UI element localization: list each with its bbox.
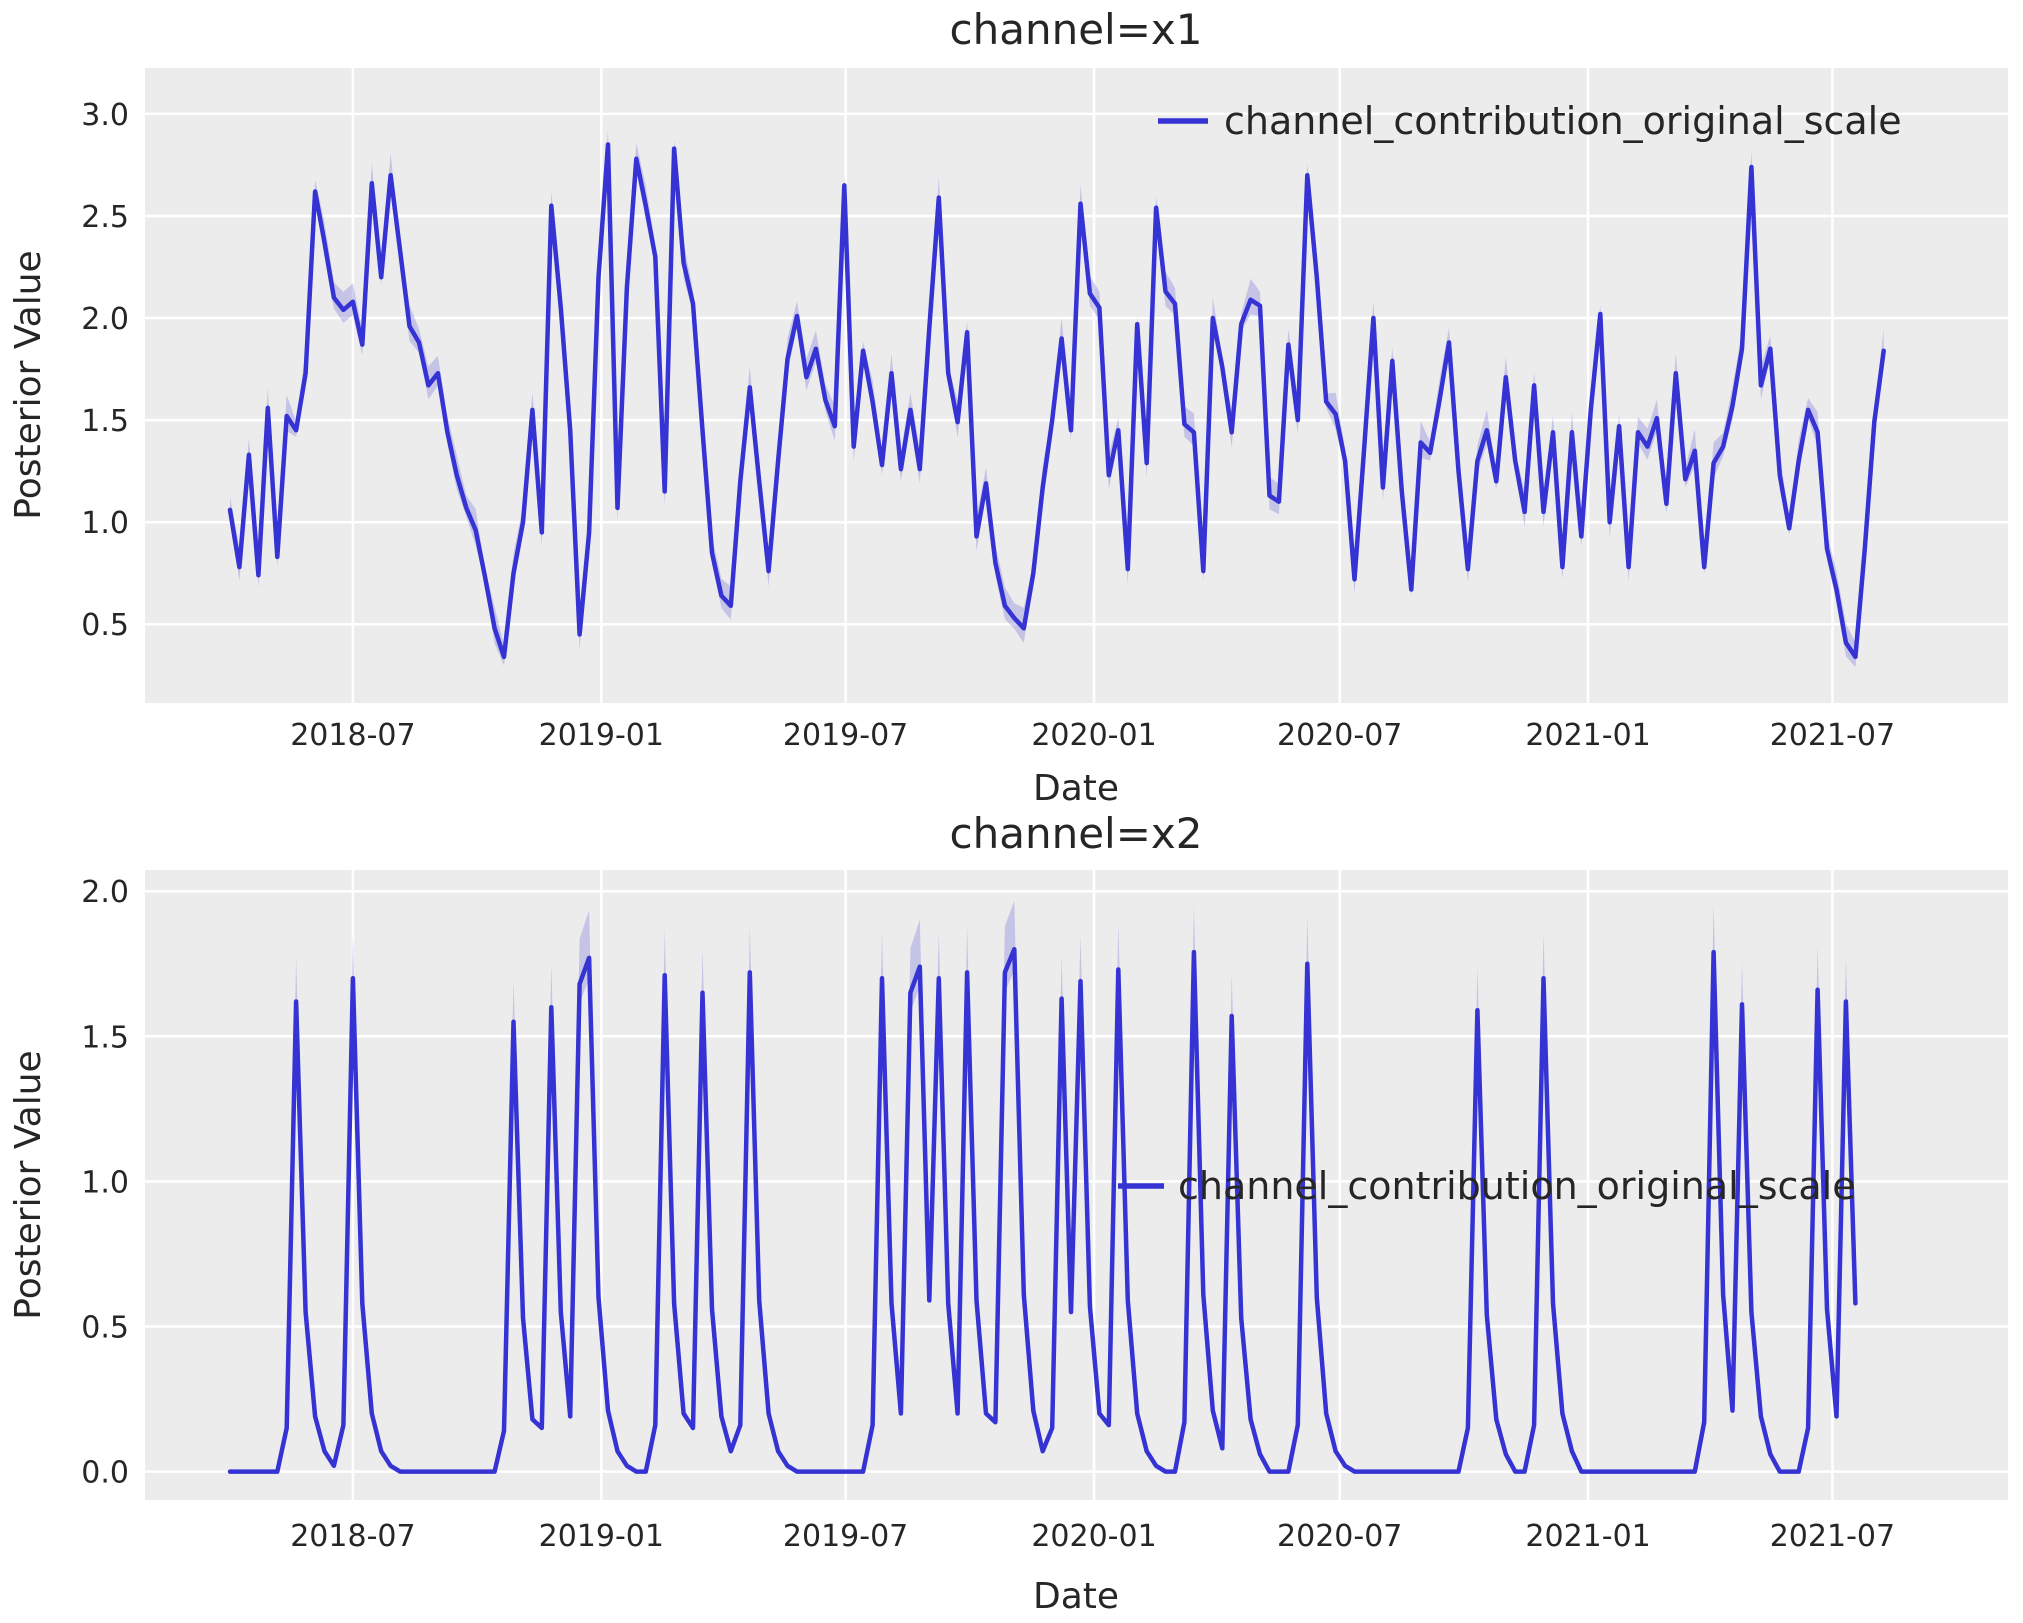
x-tick-label: 2019-01: [539, 1519, 664, 1554]
chart1-ylabel: Posterior Value: [8, 250, 49, 519]
chart1-legend: channel_contribution_original_scale: [1158, 99, 1902, 143]
series-line: [227, 142, 1886, 660]
chart1-xlabel: Date: [1033, 768, 1119, 809]
chart2-ylabel: Posterior Value: [8, 1050, 49, 1319]
x-tick-label: 2019-07: [783, 718, 908, 753]
x-tick-label: 2018-07: [290, 718, 415, 753]
x-tick-label: 2020-01: [1031, 718, 1156, 753]
chart2-legend-label: channel_contribution_original_scale: [1178, 1164, 1856, 1208]
y-tick-label: 0.5: [81, 608, 129, 643]
chart2-title: channel=x2: [950, 809, 1203, 858]
y-tick-label: 1.5: [81, 404, 129, 439]
y-tick-label: 1.0: [81, 1165, 129, 1200]
y-tick-label: 2.5: [81, 200, 129, 235]
x-tick-label: 2020-07: [1277, 1519, 1402, 1554]
chart1-title: channel=x1: [950, 5, 1203, 54]
y-tick-label: 2.0: [81, 875, 129, 910]
chart2-xlabel: Date: [1033, 1576, 1119, 1617]
x-tick-label: 2019-01: [539, 718, 664, 753]
x-tick-label: 2018-07: [290, 1519, 415, 1554]
y-tick-label: 1.5: [81, 1020, 129, 1055]
y-tick-label: 2.0: [81, 302, 129, 337]
x-tick-label: 2020-07: [1277, 718, 1402, 753]
chart2-plot-area: 0.0 0.5 1.0 1.5 2.0 2018-07 2019-01 2019-07 2020…: [81, 870, 2008, 1554]
chart2-legend: channel_contribution_original_scale: [1118, 1164, 1856, 1208]
y-tick-label: 0.5: [81, 1311, 129, 1346]
chart1-plot-area: 0.5 1.0 1.5 2.0 2.5 3.0 2018-07 2019-01 2019-07 2…: [81, 68, 2008, 753]
x-tick-label: 2021-01: [1525, 1519, 1650, 1554]
x-tick-label: 2021-07: [1770, 718, 1895, 753]
x-tick-label: 2020-01: [1031, 1519, 1156, 1554]
x-tick-label: 2021-07: [1770, 1519, 1895, 1554]
y-tick-label: 3.0: [81, 98, 129, 133]
series-line: [227, 946, 1858, 1474]
y-tick-label: 0.0: [81, 1456, 129, 1491]
x-tick-label: 2021-01: [1525, 718, 1650, 753]
chart1-legend-label: channel_contribution_original_scale: [1224, 99, 1902, 143]
y-tick-label: 1.0: [81, 506, 129, 541]
x-tick-label: 2019-07: [783, 1519, 908, 1554]
axes-background: [145, 68, 2008, 703]
